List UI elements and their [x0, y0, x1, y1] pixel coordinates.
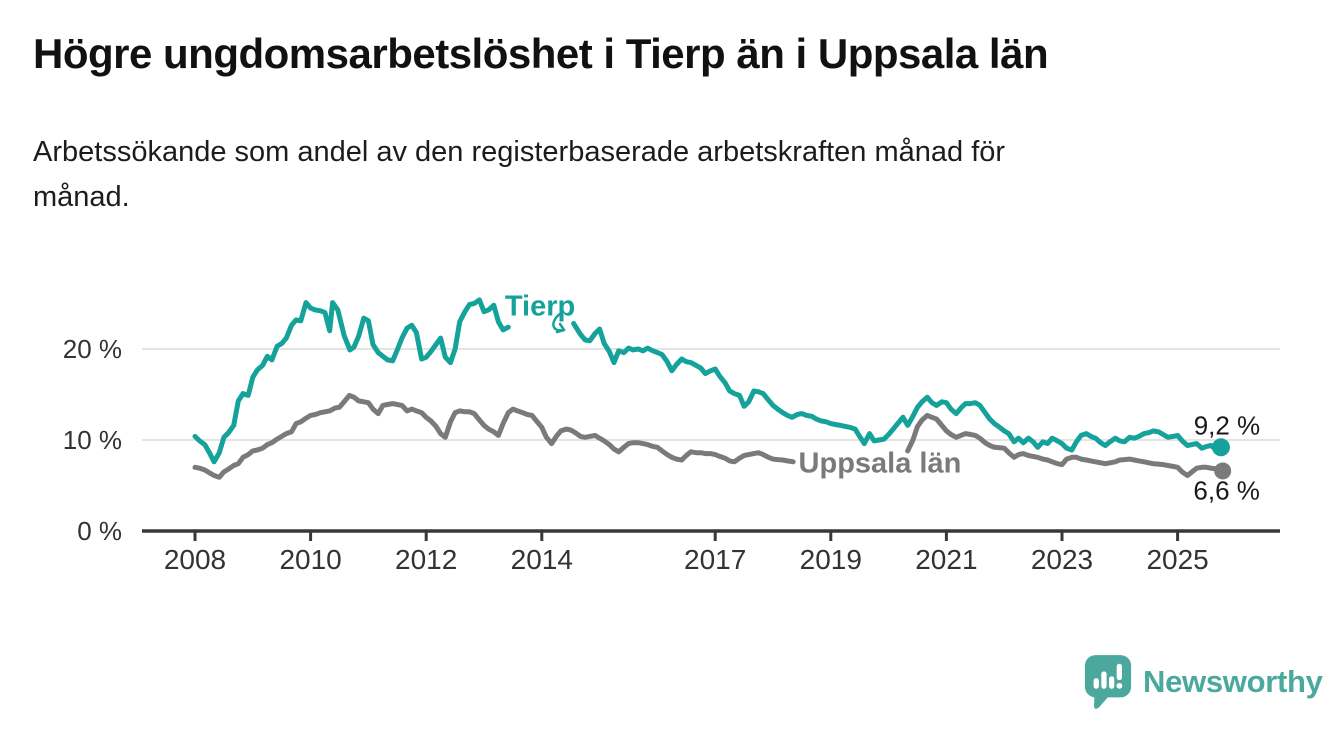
series-label-tierp: Tierp: [504, 290, 576, 323]
x-axis-label: 2021: [915, 544, 978, 575]
chart-subtitle: Arbetssökande som andel av den registerb…: [33, 136, 1006, 213]
tierp-line: [192, 297, 511, 465]
x-axis-label: 2017: [684, 544, 747, 575]
x-axis-label: 2019: [799, 544, 862, 575]
x-axis-label: 2014: [510, 544, 573, 575]
x-axis-label: 2008: [163, 544, 227, 575]
uppsala-l-n-line: [192, 392, 796, 480]
tierp-arrow-icon: [555, 322, 566, 334]
y-axis-label: 0 %: [77, 516, 122, 546]
tierp-end-dot: [1211, 438, 1230, 457]
uppsala-l-n-end-dot: [1214, 462, 1232, 480]
newsworthy-logo: Newsworthy: [1084, 654, 1323, 710]
tierp-line: [571, 321, 1224, 453]
y-axis-label: 20 %: [62, 334, 122, 364]
end-value-label-uppsala-lan: 6,6 %: [1193, 475, 1260, 506]
uppsala-l-n-line: [905, 412, 1226, 478]
page-title: Högre ungdomsarbetslöshet i Tierp än i U…: [33, 30, 1049, 77]
x-axis-label: 2023: [1030, 544, 1094, 575]
brand-name: Newsworthy: [1143, 664, 1323, 699]
series-label-uppsala-lan: Uppsala län: [798, 447, 962, 480]
end-value-label-tierp: 9,2 %: [1193, 410, 1261, 441]
x-axis-label: 2012: [395, 544, 458, 575]
newsworthy-logo-icon: [1084, 655, 1132, 709]
x-axis-label: 2025: [1146, 544, 1209, 575]
y-axis-label: 10 %: [62, 425, 122, 455]
x-axis-label: 2010: [279, 544, 342, 575]
